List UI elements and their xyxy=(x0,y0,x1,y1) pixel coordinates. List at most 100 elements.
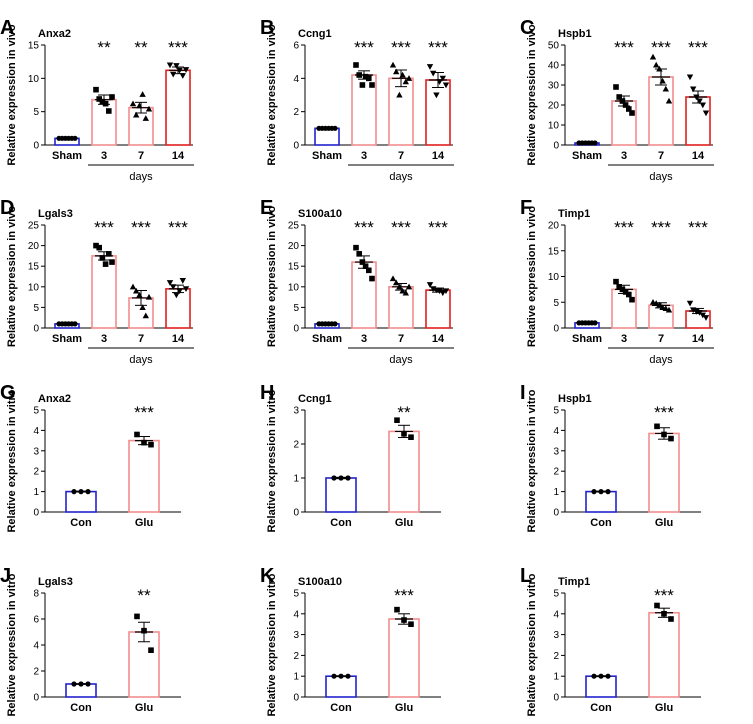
y-axis-label: Relative expression in vivo xyxy=(266,24,278,166)
y-tick-label: 4 xyxy=(33,426,39,437)
bar-7 xyxy=(388,285,414,329)
significance-marker: *** xyxy=(428,218,448,237)
data-point xyxy=(362,263,369,269)
panel-letter: K xyxy=(260,565,275,587)
panel-letter: B xyxy=(260,17,274,39)
y-tick-label: 5 xyxy=(33,406,39,417)
y-tick-label: 5 xyxy=(553,298,559,309)
y-tick-label: 0 xyxy=(553,324,559,335)
bar-glu xyxy=(648,432,680,513)
significance-marker: ** xyxy=(397,403,411,422)
group-label: days xyxy=(389,354,413,366)
data-point xyxy=(619,286,626,293)
data-point xyxy=(345,673,351,679)
significance-marker: ** xyxy=(134,38,148,57)
bar-3 xyxy=(91,98,117,146)
y-tick-label: 10 xyxy=(548,121,560,132)
data-point xyxy=(356,251,362,257)
data-point xyxy=(353,62,359,68)
data-point xyxy=(369,82,375,88)
bar-7 xyxy=(128,106,154,146)
y-tick-label: 5 xyxy=(293,589,299,600)
group-label: days xyxy=(129,354,153,366)
significance-marker: *** xyxy=(391,38,411,57)
data-point xyxy=(141,627,147,634)
significance-marker: *** xyxy=(688,38,708,57)
data-point xyxy=(408,621,414,627)
y-tick-label: 0 xyxy=(293,508,299,519)
data-point xyxy=(622,289,629,295)
data-point xyxy=(332,125,338,131)
data-point xyxy=(179,278,186,284)
data-point xyxy=(619,98,626,104)
y-tick-label: 0 xyxy=(293,324,299,335)
bar-con xyxy=(325,477,357,513)
data-point xyxy=(598,673,604,679)
data-point xyxy=(338,673,344,679)
data-point xyxy=(331,475,337,481)
gene-label: Lgals3 xyxy=(38,208,73,220)
data-point xyxy=(93,242,99,249)
panel-letter: H xyxy=(260,382,274,404)
data-point xyxy=(136,102,143,109)
x-tick-label: Glu xyxy=(655,702,673,714)
data-point xyxy=(656,65,663,72)
data-point xyxy=(353,244,359,251)
bar-con xyxy=(325,675,357,698)
data-point xyxy=(393,279,400,286)
panel-letter: F xyxy=(520,197,532,219)
x-tick-label: 7 xyxy=(138,333,144,345)
panel-h: H Ccng1 0 1 2 3 Relative expression in vitro Co… xyxy=(260,382,441,533)
gene-label: Timp1 xyxy=(558,208,590,220)
y-axis-label: Relative expression in vitro xyxy=(266,573,278,716)
x-tick-label: 14 xyxy=(432,333,445,345)
data-point xyxy=(145,105,153,112)
y-tick-label: 40 xyxy=(548,61,560,72)
data-point xyxy=(405,283,413,290)
data-point xyxy=(366,267,372,274)
panel-j: J Lgals3 0 2 4 6 8 Relative expression in vitro… xyxy=(0,565,181,717)
y-axis-label: Relative expression in vivo xyxy=(526,206,538,348)
bar-14 xyxy=(685,96,711,146)
gene-label: Ccng1 xyxy=(298,28,332,40)
y-tick-label: 30 xyxy=(548,81,560,92)
data-point xyxy=(661,611,667,617)
bar-glu xyxy=(128,439,160,513)
data-point xyxy=(668,435,674,442)
data-point xyxy=(96,96,102,102)
data-point xyxy=(366,75,372,82)
y-tick-label: 2 xyxy=(33,467,39,478)
data-point xyxy=(662,305,669,311)
x-tick-label: Glu xyxy=(655,517,673,529)
y-tick-label: 15 xyxy=(28,262,40,273)
y-axis-label: Relative expression in vivo xyxy=(6,24,18,166)
y-tick-label: 3 xyxy=(293,406,299,417)
y-tick-label: 6 xyxy=(293,41,299,52)
y-tick-label: 2 xyxy=(293,107,299,118)
x-tick-label: Glu xyxy=(135,702,153,714)
gene-label: Timp1 xyxy=(558,576,590,588)
data-point xyxy=(129,283,137,290)
y-tick-label: 5 xyxy=(553,406,559,417)
data-point xyxy=(134,431,140,438)
data-point xyxy=(591,673,597,679)
y-axis-label: Relative expression in vivo xyxy=(266,206,278,348)
data-point xyxy=(356,72,362,78)
data-point xyxy=(654,602,660,609)
data-point xyxy=(436,288,443,295)
data-point xyxy=(148,441,154,448)
data-point xyxy=(369,275,375,282)
significance-marker: *** xyxy=(391,218,411,237)
data-point xyxy=(442,288,450,295)
data-point xyxy=(702,110,710,117)
y-tick-label: 50 xyxy=(548,41,560,52)
x-tick-label: 14 xyxy=(172,333,185,345)
panel-letter: I xyxy=(520,382,526,404)
x-tick-label: 7 xyxy=(658,333,664,345)
data-point xyxy=(592,320,598,326)
data-point xyxy=(109,94,115,100)
y-tick-label: 2 xyxy=(293,651,299,662)
data-point xyxy=(442,82,450,89)
data-point xyxy=(396,283,403,290)
